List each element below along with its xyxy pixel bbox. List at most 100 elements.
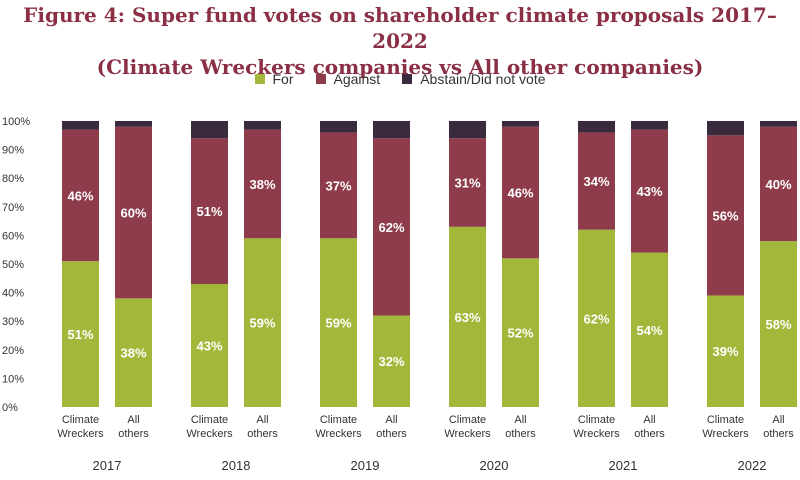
- category-label: others: [247, 428, 278, 440]
- title-line-2: (Climate Wreckers companies vs All other…: [96, 55, 704, 79]
- bar-against-2021-climate-wreckers: [578, 132, 615, 230]
- year-label: 2020: [480, 458, 509, 473]
- year-label: 2021: [609, 458, 638, 473]
- legend-label-against: Against: [333, 71, 381, 87]
- year-label: 2018: [222, 458, 251, 473]
- bar-for-2019-all-others: [373, 315, 410, 407]
- data-label-for: 32%: [378, 354, 404, 369]
- y-tick-label: 80%: [2, 173, 24, 185]
- bar-against-2018-climate-wreckers: [191, 138, 228, 285]
- bar-for-2018-all-others: [244, 238, 281, 407]
- category-label: All: [514, 414, 526, 426]
- bar-for-2020-climate-wreckers: [449, 226, 486, 407]
- category-label: Climate: [578, 414, 615, 426]
- bar-against-2021-all-others: [631, 129, 668, 253]
- y-tick-label: 10%: [2, 373, 24, 385]
- year-label: 2017: [93, 458, 122, 473]
- data-label-against: 46%: [67, 188, 93, 203]
- data-label-for: 58%: [765, 317, 791, 332]
- category-label: Wreckers: [444, 428, 491, 440]
- data-label-for: 59%: [249, 316, 275, 331]
- category-label: Climate: [191, 414, 228, 426]
- bar-abstain-did-not-vote-2019-climate-wreckers: [320, 121, 357, 133]
- bar-abstain-did-not-vote-2022-climate-wreckers: [707, 121, 744, 136]
- data-label-for: 63%: [454, 310, 480, 325]
- data-label-against: 43%: [636, 184, 662, 199]
- legend-swatch-against: [315, 74, 326, 84]
- category-label: Wreckers: [573, 428, 620, 440]
- data-label-against: 46%: [507, 186, 533, 201]
- category-label: Climate: [320, 414, 357, 426]
- data-label-for: 51%: [67, 327, 93, 342]
- data-label-against: 40%: [765, 177, 791, 192]
- bar-against-2020-climate-wreckers: [449, 138, 486, 227]
- year-label: 2019: [351, 458, 380, 473]
- legend-swatch-for: [254, 74, 265, 84]
- chart-title: Figure 4: Super fund votes on shareholde…: [0, 2, 800, 80]
- category-label: others: [376, 428, 407, 440]
- y-tick-label: 70%: [2, 202, 24, 214]
- bar-for-2019-climate-wreckers: [320, 238, 357, 407]
- category-label: All: [643, 414, 655, 426]
- bar-for-2018-climate-wreckers: [191, 284, 228, 407]
- bar-abstain-did-not-vote-2022-all-others: [760, 121, 797, 127]
- bar-for-2017-all-others: [115, 298, 152, 407]
- legend-item-against: Against: [315, 71, 381, 87]
- bar-for-2021-all-others: [631, 252, 668, 407]
- data-label-against: 62%: [378, 220, 404, 235]
- category-label: others: [763, 428, 794, 440]
- data-label-for: 52%: [507, 326, 533, 341]
- legend-item-for: For: [254, 71, 294, 87]
- legend-label-for: For: [272, 71, 294, 87]
- bar-abstain-did-not-vote-2021-all-others: [631, 121, 668, 130]
- category-label: All: [772, 414, 784, 426]
- category-label: All: [256, 414, 268, 426]
- category-label: Wreckers: [702, 428, 749, 440]
- category-label: Climate: [449, 414, 486, 426]
- bar-against-2017-all-others: [115, 126, 152, 299]
- data-label-for: 59%: [325, 316, 351, 331]
- category-label: Climate: [62, 414, 99, 426]
- category-label: others: [634, 428, 665, 440]
- bar-against-2019-climate-wreckers: [320, 132, 357, 239]
- bar-against-2018-all-others: [244, 129, 281, 239]
- category-label: Wreckers: [186, 428, 233, 440]
- bar-abstain-did-not-vote-2020-all-others: [502, 121, 539, 127]
- category-label: All: [127, 414, 139, 426]
- data-label-against: 37%: [325, 178, 351, 193]
- data-label-against: 56%: [712, 208, 738, 223]
- legend-item-abstain: Abstain/Did not vote: [402, 71, 546, 87]
- bar-against-2022-climate-wreckers: [707, 135, 744, 296]
- year-label: 2022: [738, 458, 767, 473]
- bar-for-2022-all-others: [760, 241, 797, 407]
- category-label: others: [118, 428, 149, 440]
- data-label-for: 38%: [120, 346, 146, 361]
- bar-against-2019-all-others: [373, 138, 410, 316]
- bar-abstain-did-not-vote-2020-climate-wreckers: [449, 121, 486, 139]
- bar-against-2022-all-others: [760, 126, 797, 242]
- bar-for-2017-climate-wreckers: [62, 261, 99, 407]
- legend-swatch-abstain: [402, 74, 413, 84]
- bar-for-2020-all-others: [502, 258, 539, 407]
- data-label-for: 39%: [712, 344, 738, 359]
- category-label: Climate: [707, 414, 744, 426]
- bar-abstain-did-not-vote-2018-climate-wreckers: [191, 121, 228, 139]
- bar-for-2022-climate-wreckers: [707, 295, 744, 407]
- y-tick-label: 40%: [2, 288, 24, 300]
- y-tick-label: 50%: [2, 259, 24, 271]
- category-label: Wreckers: [315, 428, 362, 440]
- bar-abstain-did-not-vote-2021-climate-wreckers: [578, 121, 615, 133]
- data-label-against: 34%: [583, 174, 609, 189]
- y-tick-label: 30%: [2, 316, 24, 328]
- data-label-for: 43%: [196, 339, 222, 354]
- title-line-1: Figure 4: Super fund votes on shareholde…: [23, 3, 777, 53]
- y-tick-label: 0%: [2, 402, 18, 414]
- legend-label-abstain: Abstain/Did not vote: [420, 71, 546, 87]
- y-tick-label: 60%: [2, 230, 24, 242]
- bar-abstain-did-not-vote-2018-all-others: [244, 121, 281, 130]
- bar-for-2021-climate-wreckers: [578, 229, 615, 407]
- category-label: All: [385, 414, 397, 426]
- y-tick-label: 20%: [2, 345, 24, 357]
- data-label-against: 51%: [196, 204, 222, 219]
